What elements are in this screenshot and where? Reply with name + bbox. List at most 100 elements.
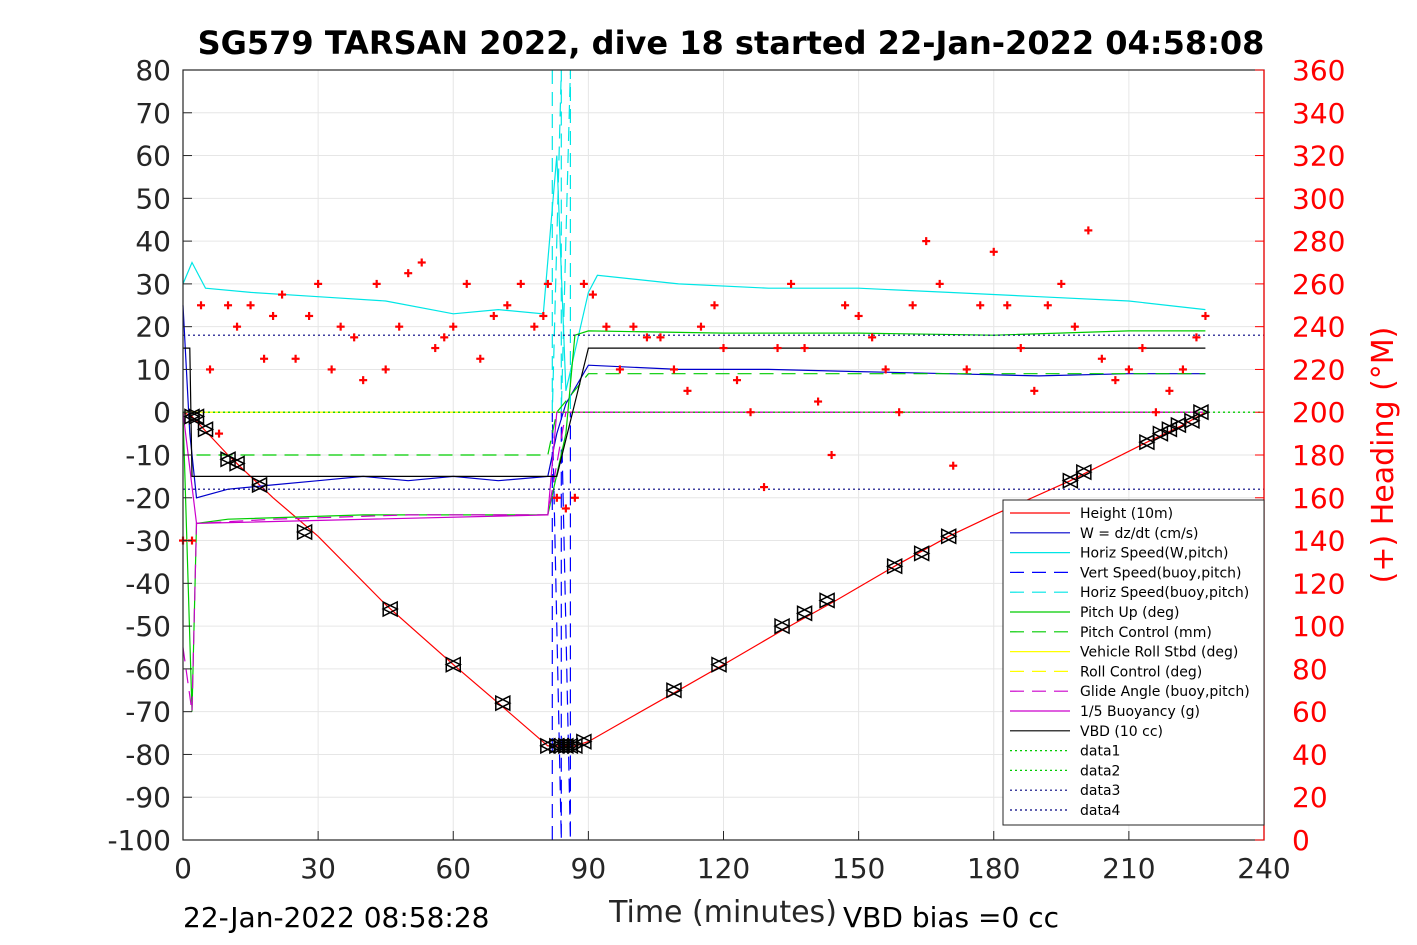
depth-marker: [795, 605, 814, 622]
depth-marker: [381, 600, 399, 618]
depth-marker-left: [913, 545, 930, 562]
heading-point: [197, 301, 206, 310]
heading-point: [1151, 408, 1160, 417]
tick-label-y-right: 280: [1292, 225, 1345, 258]
series-line-4: [551, 412, 572, 841]
tick-label-y-left: -60: [125, 653, 171, 686]
x-axis-label: Time (minutes): [608, 895, 837, 930]
heading-point: [372, 279, 381, 288]
heading-point: [1178, 365, 1187, 374]
heading-point: [787, 279, 796, 288]
series-line-10: [182, 411, 1206, 712]
ticks: 0 30 60 90 120 150 180 210 24080706050403020100-…: [107, 54, 1345, 885]
tick-label-y-left: 30: [135, 268, 171, 301]
heading-point: [417, 258, 426, 267]
tick-label-x: 90: [571, 852, 607, 885]
depth-marker: [250, 476, 269, 494]
heading-point: [269, 311, 278, 320]
heading-point: [278, 290, 287, 299]
heading-point: [989, 247, 998, 256]
heading-point: [1165, 386, 1174, 395]
depth-marker: [1138, 433, 1156, 451]
depth-marker-left: [665, 682, 682, 699]
tick-label-y-right: 240: [1292, 311, 1345, 344]
heading-point: [669, 365, 678, 374]
legend-entry: Roll Control (deg): [1080, 664, 1202, 680]
heading-point: [476, 354, 485, 363]
tick-label-y-right: 80: [1292, 653, 1328, 686]
heading-point: [976, 301, 985, 310]
depth-marker: [1075, 463, 1093, 481]
heading-layer: [179, 226, 1210, 545]
heading-point: [561, 504, 570, 513]
heading-point: [206, 365, 215, 374]
legend-entry: Vert Speed(buoy,pitch): [1080, 565, 1242, 581]
depth-marker-left: [1192, 404, 1209, 421]
tick-label-y-right: 300: [1292, 182, 1345, 215]
legend-entry: Pitch Control (mm): [1080, 625, 1212, 641]
depth-marker-left: [710, 656, 727, 673]
heading-point: [733, 376, 742, 385]
heading-point: [841, 301, 850, 310]
depth-marker-left: [1183, 412, 1200, 429]
tick-label-y-right: 140: [1292, 525, 1345, 558]
heading-point: [359, 376, 368, 385]
depth-marker-left: [1075, 463, 1092, 481]
heading-point: [327, 365, 336, 374]
heading-point: [543, 279, 552, 288]
series-line-11: [182, 411, 1206, 525]
depth-marker-left: [773, 617, 790, 635]
depth-marker: [913, 545, 931, 562]
depth-marker-left: [444, 656, 461, 673]
depth-marker-left: [818, 592, 835, 609]
heading-point: [602, 322, 611, 331]
heading-point: [773, 344, 782, 353]
heading-point: [1070, 322, 1079, 331]
tick-label-y-right: 40: [1292, 738, 1328, 771]
heading-point: [854, 311, 863, 320]
heading-point: [570, 493, 579, 502]
depth-marker: [494, 694, 512, 712]
depth-marker: [187, 408, 206, 425]
heading-point: [1016, 344, 1025, 353]
depth-marker: [885, 558, 904, 575]
tick-label-x: 120: [697, 852, 750, 885]
series-line-6: [182, 330, 1206, 712]
depth-marker-left: [940, 528, 957, 545]
heading-point: [579, 279, 588, 288]
depth-marker: [773, 617, 791, 635]
heading-point: [503, 301, 512, 310]
heading-point: [431, 344, 440, 353]
heading-point: [233, 322, 242, 331]
heading-point: [949, 461, 958, 470]
depth-marker: [1061, 472, 1079, 489]
heading-point: [814, 397, 823, 406]
depth-marker: [940, 528, 958, 545]
heading-point: [642, 333, 651, 342]
footer-vbd-bias: VBD bias =0 cc: [843, 901, 1059, 934]
tick-label-y-right: 180: [1292, 439, 1345, 472]
tick-label-y-left: -30: [125, 525, 171, 558]
heading-point: [539, 311, 548, 320]
tick-label-x: 150: [832, 852, 885, 885]
heading-point: [922, 237, 931, 246]
depth-marker: [183, 408, 201, 425]
heading-point: [908, 301, 917, 310]
heading-point: [305, 311, 314, 320]
heading-point: [246, 301, 255, 310]
depth-marker: [710, 656, 728, 673]
tick-label-y-right: 200: [1292, 396, 1345, 429]
heading-point: [683, 386, 692, 395]
depth-marker: [557, 737, 575, 755]
heading-point: [224, 301, 233, 310]
heading-point: [881, 365, 890, 374]
legend-entry: data1: [1080, 744, 1120, 760]
tick-label-y-left: 80: [135, 54, 171, 87]
depth-marker: [665, 682, 683, 699]
heading-point: [760, 483, 769, 492]
tick-label-y-left: -50: [125, 610, 171, 643]
tick-label-y-right: 360: [1292, 54, 1345, 87]
tick-label-y-right: 100: [1292, 610, 1345, 643]
legend-entry: VBD (10 cc): [1080, 724, 1163, 740]
depth-marker: [1192, 404, 1210, 421]
